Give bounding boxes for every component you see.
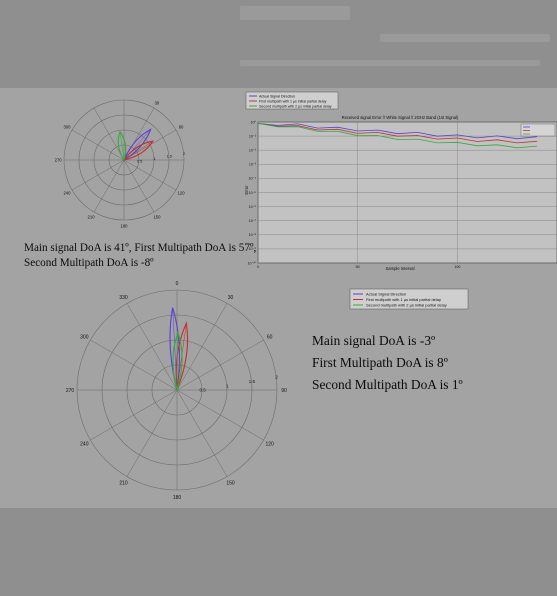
polar-grid-spoke [123,159,155,213]
polar-angle-tick-label: 120 [178,190,186,195]
x-axis-label: Sample Interval [385,266,414,271]
y-tick-label: 10⁻² [249,149,257,153]
polar-grid-spoke [126,303,178,391]
polar-angle-tick-label: 0 [176,281,179,287]
caption-line: First Multipath DoA is 8º [312,355,448,370]
polar-angle-tick-label: 300 [80,334,89,340]
legend-entry: First multipath with 1 µs initial partia… [259,100,327,104]
caption-first: Main signal DoA is 41º, First Multipath … [24,241,257,271]
caption-line: Main signal DoA is 41º, First Multipath … [24,242,257,254]
polar-angle-tick-label: 60 [179,125,184,130]
polar-angle-tick-label: 120 [265,441,274,447]
polar-petal-second-multipath [117,130,127,162]
polar-petal-main [169,307,181,391]
x-tick-label: 100 [454,265,460,269]
polar-angle-tick-label: 240 [63,190,71,195]
polar-grid-spoke [123,159,177,191]
polar-angle-tick-label: 210 [88,215,96,220]
y-tick-label: 10⁻¹⁰ [247,261,256,265]
line-series-second-multipath [257,123,538,149]
polar-angle-tick-label: 270 [55,157,63,162]
polar-radius-tick-label: 1.5 [167,154,172,158]
caption-line: Main signal DoA is -3º [312,333,436,348]
faded-header-text [240,6,350,20]
polar-direction-line-second-multipath [176,332,179,391]
polar-plot-bottom: 0 30 60 90 120 150 180 210 240 270 300 330 0.5 1 1.5 2 [66,281,287,501]
y-tick-label: 10⁻⁸ [249,233,257,237]
y-tick-label: 10⁻⁷ [249,219,257,223]
error-line-chart: Received signal Error // White Signal //… [244,115,557,271]
line-series-first-multipath [257,123,538,144]
polar-angle-tick-label: 210 [119,480,128,486]
polar-grid-spoke [90,339,178,391]
polar-grid-spoke [126,389,178,477]
y-tick-label: 10⁰ [251,120,257,124]
line-chart-legend [520,123,556,137]
legend-box [349,288,469,310]
polar-radius-tick-label: 1 [153,157,155,161]
caption-line: Second Multipath DoA is -8º [24,257,154,269]
legend-entry: Actual Signal Direction [366,292,406,297]
y-tick-label: 10⁻⁵ [249,191,257,195]
polar-plot-top: 30 60 120 150 180 210 240 270 300 0.5 1 1.5 2 [55,99,186,228]
faded-header-text [240,60,540,66]
polar-angle-tick-label: 150 [153,215,161,220]
polar-grid-spoke [176,303,228,391]
polar-angle-tick-label: 90 [281,388,287,394]
polar-angle-tick-label: 180 [121,223,129,228]
polar-radius-tick-label: 0.5 [199,388,206,393]
faded-header-text [380,34,550,42]
polar-grid-spoke [93,159,125,213]
polar-angle-tick-label: 30 [155,100,160,105]
polar-grid-spoke [176,339,264,391]
legend-bottom-polar: Actual Signal Direction First multipath … [349,288,469,310]
polar-grid-spoke [71,159,125,191]
y-axis-label: Error [244,185,249,195]
polar-angle-tick-label: 240 [80,441,89,447]
polar-angle-tick-label: 180 [173,495,182,501]
polar-grid-spoke [93,107,125,161]
y-tick-label: 10⁻¹ [249,134,257,138]
polar-radius-tick-label: 1 [226,383,229,388]
line-series-main [257,123,538,140]
polar-angle-tick-label: 150 [226,480,235,486]
polar-angle-tick-label: 300 [63,125,71,130]
legend-entry: Second multipath with 2 µs initial parti… [366,303,447,308]
polar-radius-tick-label: 2 [275,375,278,380]
legend-box [245,91,339,110]
y-tick-label: 10⁻⁴ [249,177,257,181]
y-tick-label: 10⁻⁶ [249,205,257,209]
polar-angle-tick-label: 270 [66,388,75,394]
polar-radius-tick-label: 0.5 [137,160,142,164]
polar-grid-spoke [71,129,125,161]
polar-direction-line-second-multipath [119,131,125,161]
x-tick-label: 0 [257,265,259,269]
faded-footer-band [0,508,557,596]
polar-grid-spoke [176,389,264,441]
chart-title: Received signal Error // White Signal //… [342,115,459,120]
polar-radius-tick-label: 2 [183,152,185,156]
legend-entry: Actual Signal Direction [259,95,295,99]
x-tick-label: 50 [356,265,360,269]
polar-direction-line-first-multipath [123,141,154,161]
legend-entry: First multipath with 1 µs initial partia… [366,297,441,302]
legend-top-polar: Actual Signal Direction First multipath … [245,91,339,110]
polar-angle-tick-label: 30 [228,295,234,301]
polar-radius-tick-label: 1.5 [249,379,256,384]
y-tick-label: 10⁻⁹ [249,247,257,251]
polar-angle-tick-label: 330 [119,295,128,301]
caption-second: Main signal DoA is -3º First Multipath D… [312,330,463,396]
legend-entry: Second multipath with 2 µs initial parti… [259,105,332,109]
polar-grid-spoke [176,389,228,477]
polar-grid-spoke [90,389,178,441]
caption-line: Second Multipath DoA is 1º [312,377,463,392]
polar-angle-tick-label: 60 [267,334,273,340]
y-tick-label: 10⁻³ [249,163,257,167]
